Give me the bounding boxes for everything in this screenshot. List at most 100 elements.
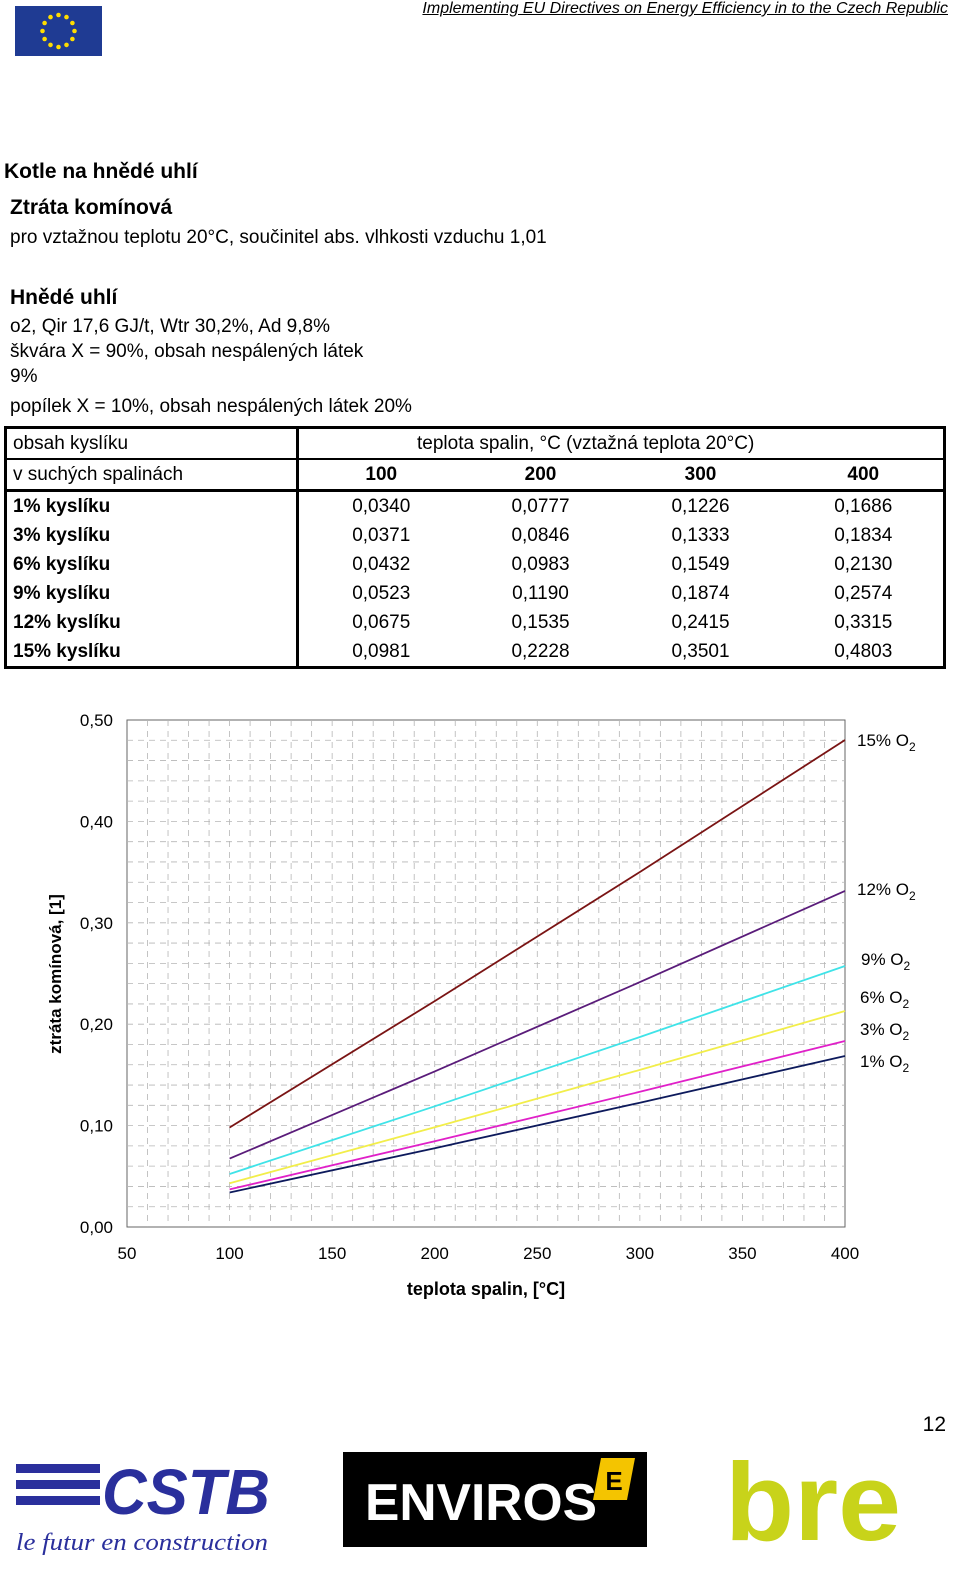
y-tick-label: 0,10 [80,1117,113,1136]
table-header-cell: 400 [777,458,946,491]
table-row-label: 3% kyslíku [4,521,299,550]
table-cell: 0,2228 [457,637,618,669]
table-cell: 0,3501 [617,637,778,669]
table-cell: 0,1549 [671,553,730,575]
table-row: 12% kyslíku 0,0675 0,1535 0,2415 0,3315 [4,608,946,637]
eu-star-icon [56,12,61,18]
eu-star-icon [70,36,75,42]
x-tick-label: 150 [318,1244,346,1263]
x-tick-label: 50 [118,1244,137,1263]
y-axis-label: ztráta komínová, [1] [46,894,65,1054]
table-cell: 0,0981 [297,637,458,669]
ash-properties: popílek X = 10%, obsah nespálených látek… [10,396,412,417]
y-tick-label: 0,00 [80,1218,113,1237]
x-tick-label: 100 [215,1244,243,1263]
eu-star-icon [42,36,47,42]
eu-star-icon [42,20,47,26]
eu-star-icon [48,42,53,48]
table-row: 15% kyslíku 0,0981 0,2228 0,3501 0,4803 [4,637,946,669]
series-line [229,1055,846,1194]
series-label: 12% O2 [857,880,916,903]
eu-star-icon [48,14,53,20]
table-cell: 0,1226 [617,489,778,521]
table-header-cell: 200 [457,458,618,491]
table-header-cell: 100 [297,458,458,491]
table-cell: 0,2574 [777,579,946,608]
table-cell: 0,0846 [511,524,570,546]
bre-logo-text: bre [725,1441,901,1550]
table-row-label: 1% kyslíku [4,489,299,521]
flue-loss-table: obsah kyslíku teplota spalin, °C (vztažn… [4,426,946,669]
series-line [229,739,846,1129]
table-header-temperature: teplota spalin, °C (vztažná teplota 20°C… [297,426,946,459]
series-label: 9% O2 [861,950,911,973]
table-cell: 0,1535 [511,611,570,633]
y-tick-label: 0,30 [80,914,113,933]
series-label: 6% O2 [860,988,910,1011]
x-tick-label: 400 [831,1244,859,1263]
x-tick-label: 250 [523,1244,551,1263]
eu-stars-icon [40,12,77,50]
table-cell: 0,0432 [352,553,411,575]
eu-star-icon [72,28,77,34]
table-header-row: v suchých spalinách 100 200 300 400 [4,458,946,491]
x-axis-label: teplota spalin, [°C] [407,1279,565,1299]
flue-loss-chart: 0,00 0,10 0,20 0,30 0,40 0,50 50 100 150 200 250 3… [46,711,916,1299]
x-tick-label: 200 [421,1244,449,1263]
series-line [229,1010,846,1185]
y-tick-label: 0,50 [80,711,113,730]
eu-star-icon [70,20,75,26]
x-tick-label: 350 [728,1244,756,1263]
enviros-logo: ENVIROS E [343,1452,647,1547]
table-cell: 0,0675 [352,611,411,633]
eu-star-icon [64,14,69,20]
series-line [229,890,846,1160]
slag-properties: škvára X = 90%, obsah nespálených látek [10,341,364,362]
table-cell: 0,1190 [512,582,569,604]
svg-text:E: E [605,1466,622,1496]
table-cell: 0,0777 [457,489,618,521]
cstb-logo-text: CSTB [102,1456,270,1528]
reference-note: pro vztažnou teplotu 20°C, součinitel ab… [10,227,547,248]
table-cell: 0,4803 [777,637,946,669]
series-label: 15% O2 [857,731,916,754]
table-cell: 0,3315 [777,608,946,637]
enviros-logo-text: ENVIROS [365,1474,597,1532]
series-line [229,965,846,1175]
table-header-oxygen: obsah kyslíku [4,426,299,459]
series-label: 1% O2 [860,1052,910,1075]
table-cell: 0,1686 [777,489,946,521]
eu-flag-logo [15,6,102,56]
running-header: Implementing EU Directives on Energy Eff… [422,0,948,17]
enviros-e-badge-icon: E [593,1458,635,1500]
slag-properties-cont: 9% [10,366,38,387]
table-cell: 0,0340 [297,489,458,521]
table-row: 3% kyslíku 0,0371 0,0846 0,1333 0,1834 [4,521,946,550]
table-cell: 0,0371 [352,524,411,546]
table-header-cell: 300 [617,458,778,491]
bre-logo: bre [725,1440,905,1564]
table-cell: 0,0983 [511,553,570,575]
eu-star-icon [56,44,61,50]
y-tick-label: 0,40 [80,812,113,831]
page-title: Kotle na hnědé uhlí [4,160,198,183]
y-tick-label: 0,20 [80,1015,113,1034]
series-line [229,1040,846,1191]
table-cell: 0,1874 [671,582,730,604]
table-cell: 0,2415 [671,611,730,633]
eu-star-icon [40,28,45,34]
table-cell: 0,0523 [352,582,411,604]
table-cell: 0,1834 [777,521,946,550]
x-tick-label: 300 [626,1244,654,1263]
table-header-dry-flue: v suchých spalinách [4,458,299,491]
fuel-properties: o2, Qir 17,6 GJ/t, Wtr 30,2%, Ad 9,8% [10,316,330,337]
cstb-logo: CSTB le futur en construction [14,1456,274,1568]
table-row: 6% kyslíku 0,0432 0,0983 0,1549 0,2130 [4,550,946,579]
table-row: 9% kyslíku 0,0523 0,1190 0,1874 0,2574 [4,579,946,608]
table-header-row: obsah kyslíku teplota spalin, °C (vztažn… [4,426,946,459]
table-cell: 0,1333 [671,524,730,546]
section-title: Ztráta komínová [10,196,173,219]
table-row: 1% kyslíku 0,0340 0,0777 0,1226 0,1686 [4,489,946,521]
series-label: 3% O2 [860,1020,910,1043]
plot-area [126,719,846,1228]
